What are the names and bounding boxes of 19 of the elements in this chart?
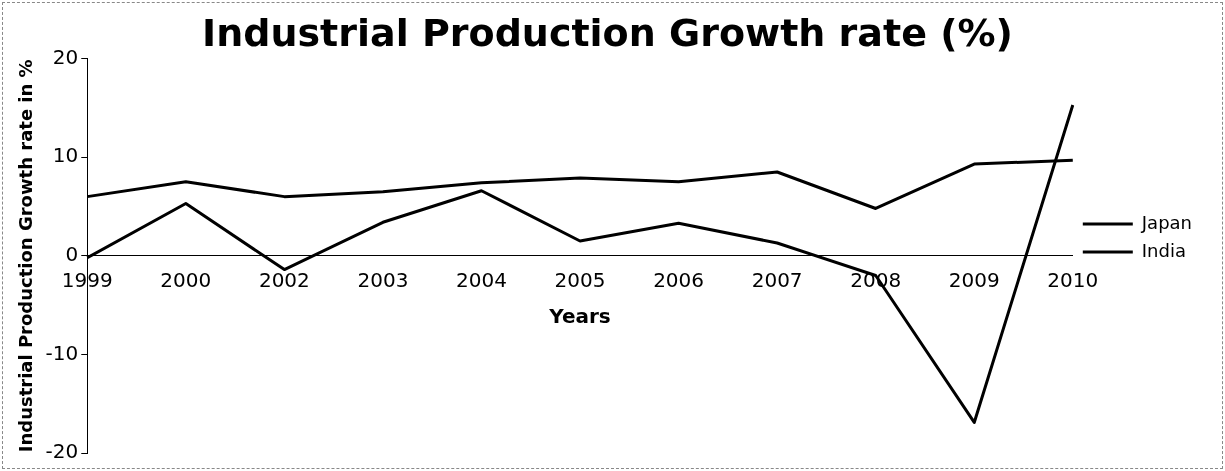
y-tick-label: 0 — [65, 242, 79, 266]
y-tick-label: -20 — [45, 439, 79, 464]
y-tick-label: -10 — [45, 340, 79, 365]
x-tick-label: 2007 — [751, 268, 803, 292]
x-tick-label: 2004 — [456, 268, 507, 292]
x-tick-label: 2006 — [653, 268, 705, 292]
x-tick-label: 2005 — [554, 268, 606, 292]
x-axis-title: Years — [548, 304, 611, 328]
x-tick-label: 2003 — [357, 268, 409, 292]
legend-label: India — [1141, 239, 1186, 261]
x-tick-label: 2000 — [160, 268, 212, 292]
y-tick-label: 10 — [52, 143, 79, 168]
x-tick-label: 2002 — [258, 268, 310, 292]
legend-label: Japan — [1140, 211, 1192, 233]
y-axis-title: Industrial Production Growth rate in % — [15, 59, 37, 453]
y-tick-label: 20 — [52, 44, 79, 69]
x-tick-label: 2010 — [1047, 268, 1099, 292]
x-tick-label: 2009 — [948, 268, 1000, 292]
chart-title: Industrial Production Growth rate (%) — [202, 10, 1013, 55]
